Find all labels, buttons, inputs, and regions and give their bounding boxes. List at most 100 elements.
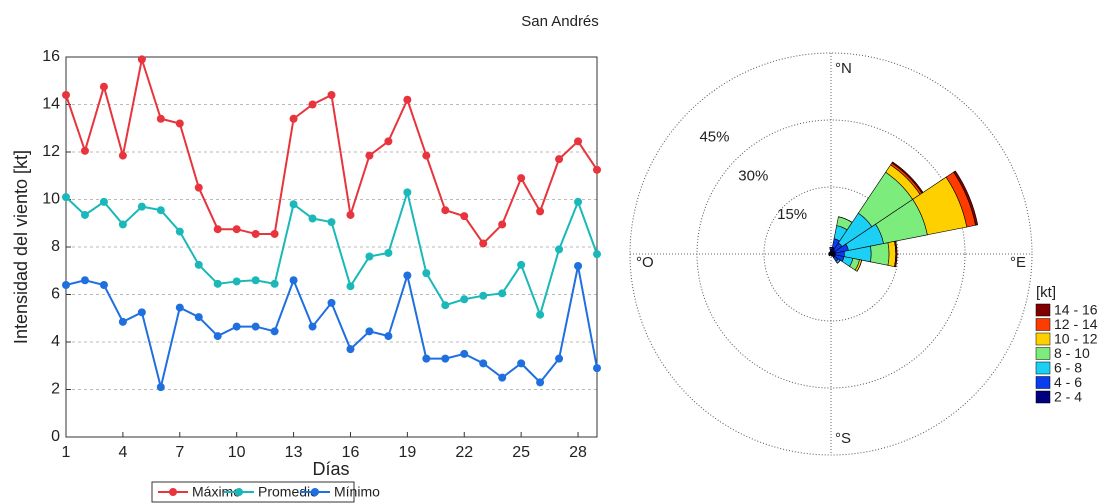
point	[346, 345, 355, 354]
point	[118, 151, 127, 160]
point	[232, 277, 241, 286]
point	[441, 301, 450, 310]
legend-swatch	[1035, 303, 1051, 317]
point	[327, 218, 336, 227]
point	[441, 354, 450, 363]
series-line	[65, 265, 598, 388]
point	[232, 225, 241, 234]
y-tick-label: 6	[51, 286, 60, 303]
point	[479, 359, 488, 368]
point	[365, 151, 374, 160]
point	[460, 212, 469, 221]
point	[555, 245, 564, 254]
x-tick-label: 19	[398, 444, 416, 461]
point	[308, 322, 317, 331]
x-tick-label: 13	[285, 444, 303, 461]
point	[251, 322, 260, 331]
point	[289, 276, 298, 285]
rose-segment	[887, 241, 897, 267]
point	[213, 225, 222, 234]
point	[574, 197, 583, 206]
y-tick-label: 2	[51, 381, 60, 398]
point	[99, 197, 108, 206]
point	[251, 229, 260, 238]
legend-swatch	[1035, 361, 1051, 375]
y-tick-label: 4	[51, 333, 60, 350]
point	[536, 310, 545, 319]
x-tick-label: 22	[455, 444, 473, 461]
y-tick-label: 10	[42, 191, 60, 208]
y-tick-label: 0	[51, 428, 60, 445]
legend-label: 8 - 10	[1054, 345, 1090, 361]
point	[384, 137, 393, 146]
point	[460, 349, 469, 358]
legend-label: 10 - 12	[1054, 331, 1098, 347]
point	[175, 119, 184, 128]
point	[479, 291, 488, 300]
point	[213, 279, 222, 288]
point	[194, 313, 203, 322]
point	[99, 82, 108, 91]
point	[346, 282, 355, 291]
point	[62, 193, 70, 202]
y-tick-label: 16	[42, 48, 60, 65]
point	[517, 260, 526, 269]
point	[422, 151, 431, 160]
point	[62, 91, 70, 99]
legend-title: [kt]	[1036, 284, 1056, 301]
point	[422, 269, 431, 278]
x-tick-label: 7	[175, 444, 184, 461]
legend-label: 6 - 8	[1054, 360, 1082, 376]
point	[365, 252, 374, 261]
point	[574, 262, 583, 270]
point	[460, 295, 469, 304]
y-axis-label: Intensidad del viento [kt]	[11, 150, 31, 344]
point	[593, 250, 601, 259]
point	[498, 373, 507, 382]
point	[118, 220, 127, 229]
point	[498, 289, 507, 298]
point	[118, 317, 127, 326]
legend-label: Mínimo	[334, 484, 380, 500]
direction-label: °O	[636, 254, 654, 271]
legend-swatch	[1035, 390, 1051, 404]
legend-swatch	[1035, 332, 1051, 346]
point	[156, 383, 165, 392]
series-line	[65, 188, 598, 318]
point	[213, 332, 222, 341]
point	[270, 279, 279, 288]
point	[270, 327, 279, 336]
point	[384, 332, 393, 341]
point	[574, 137, 583, 146]
point	[536, 378, 545, 387]
legend-swatch	[1035, 318, 1051, 331]
legend-label: 4 - 6	[1054, 374, 1082, 390]
legend-marker	[311, 488, 319, 496]
point	[289, 114, 298, 123]
r-tick-label: 45%	[699, 128, 729, 145]
point	[80, 210, 89, 219]
point	[251, 276, 260, 285]
y-tick-label: 8	[51, 238, 60, 255]
point	[194, 260, 203, 269]
point	[441, 206, 450, 215]
point	[308, 100, 317, 109]
point	[156, 206, 165, 215]
point	[99, 281, 108, 289]
point	[137, 308, 146, 317]
y-tick-label: 12	[42, 143, 60, 160]
point	[403, 188, 412, 197]
point	[175, 303, 184, 312]
point	[479, 239, 488, 248]
point	[555, 354, 564, 363]
point	[232, 322, 241, 331]
rose-segment	[870, 242, 890, 266]
point	[62, 281, 70, 289]
point	[403, 95, 412, 104]
grid-circle	[696, 119, 966, 389]
r-tick-label: 30%	[738, 167, 768, 184]
point	[289, 200, 298, 209]
legend-label: 2 - 4	[1054, 389, 1082, 405]
